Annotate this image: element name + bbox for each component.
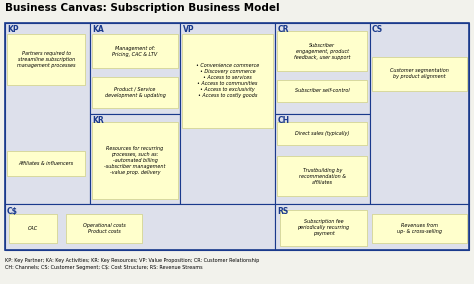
Text: Trustbuilding by
recommendation &
affiliates: Trustbuilding by recommendation & affili… (299, 168, 346, 185)
Bar (90, 23, 180, 114)
Text: VP: VP (182, 25, 194, 34)
Bar (182, 34, 273, 128)
Text: Business Canvas: Subscription Business Model: Business Canvas: Subscription Business M… (5, 3, 279, 13)
Text: Revenues from
up- & cross-selling: Revenues from up- & cross-selling (397, 223, 442, 234)
Text: Product / Service
development & updating: Product / Service development & updating (105, 87, 165, 98)
Text: KR: KR (92, 116, 104, 125)
Bar (277, 80, 367, 102)
Bar (7, 151, 85, 176)
Text: Subscription fee
periodically recurring
payment: Subscription fee periodically recurring … (298, 220, 349, 236)
Bar (277, 156, 367, 196)
Text: Customer segmentation
by product alignment: Customer segmentation by product alignme… (390, 68, 449, 79)
Text: Management of:
Pricing, CAC & LTV: Management of: Pricing, CAC & LTV (112, 46, 158, 57)
Text: CH: CH (277, 116, 290, 125)
Bar (7, 34, 85, 85)
Text: KP: Key Partner; KA: Key Activities; KR: Key Resources; VP: Value Proposition; C: KP: Key Partner; KA: Key Activities; KR:… (5, 258, 259, 270)
Bar (9, 214, 57, 243)
Text: CAC: CAC (28, 226, 38, 231)
Bar (90, 114, 180, 204)
Bar (5, 23, 90, 204)
Bar (92, 34, 178, 68)
Text: C$: C$ (7, 207, 18, 216)
Bar (275, 114, 370, 204)
Bar (92, 122, 178, 199)
Text: Affiliates & influencers: Affiliates & influencers (18, 161, 74, 166)
Text: KP: KP (7, 25, 19, 34)
Bar (275, 204, 469, 250)
Bar (277, 122, 367, 145)
Bar (277, 31, 367, 71)
Bar (372, 57, 467, 91)
Bar (280, 210, 367, 246)
Bar (180, 23, 275, 204)
Text: • Convenience commerce
• Discovery commerce
• Access to services
• Access to com: • Convenience commerce • Discovery comme… (196, 63, 259, 99)
Text: KA: KA (92, 25, 104, 34)
Text: Subscriber self-control: Subscriber self-control (295, 88, 350, 93)
Text: Direct sales (typically): Direct sales (typically) (295, 131, 349, 136)
Bar (66, 214, 142, 243)
Bar (5, 23, 469, 250)
Text: Subscriber
engagement, product
feedback, user support: Subscriber engagement, product feedback,… (294, 43, 350, 60)
Text: Operational costs
Product costs: Operational costs Product costs (83, 223, 126, 234)
Bar (370, 23, 469, 204)
Text: CS: CS (372, 25, 383, 34)
Bar (372, 214, 467, 243)
Bar (92, 77, 178, 108)
Text: RS: RS (277, 207, 289, 216)
Text: Partners required to
streamline subscription
management processes: Partners required to streamline subscrip… (17, 51, 75, 68)
Text: Resources for recurring
processes, such as:
-automated billing
-subscriber manag: Resources for recurring processes, such … (104, 146, 166, 175)
Bar (5, 204, 275, 250)
Text: CR: CR (277, 25, 289, 34)
Bar (275, 23, 370, 114)
